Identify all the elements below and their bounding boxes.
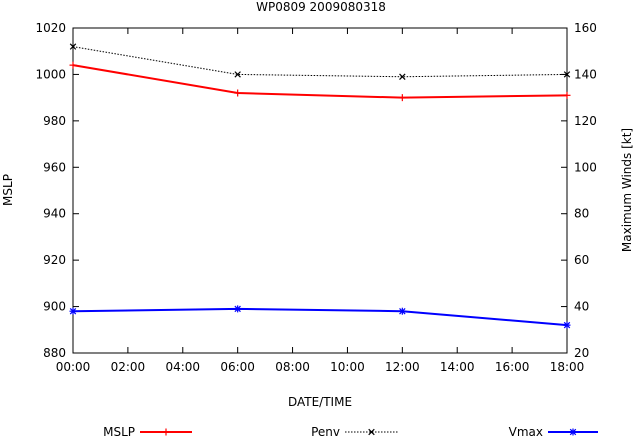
y2-tick-label: 160 — [574, 21, 597, 35]
y-tick-label: 1000 — [35, 67, 66, 81]
series-line-mslp — [72, 64, 568, 99]
x-tick-label: 06:00 — [220, 360, 255, 374]
legend-marker — [368, 428, 375, 436]
chart-title: WP0809 2009080318 — [256, 0, 386, 14]
y2-tick-label: 80 — [574, 207, 589, 221]
legend-item-penv: Penv — [311, 425, 398, 437]
legend-marker — [162, 428, 170, 436]
data-point-mslp — [69, 61, 77, 69]
legend-item-mslp: MSLP — [103, 425, 192, 437]
y-tick-label: 980 — [43, 114, 66, 128]
y2-tick-label: 40 — [574, 300, 589, 314]
series-line-vmax — [72, 307, 568, 327]
data-point-mslp — [398, 94, 406, 102]
data-point-penv — [399, 73, 406, 80]
y2-tick-label: 20 — [574, 346, 589, 360]
series-penv — [69, 43, 571, 80]
plot-area: 880 900 920 940 960 980 1000 1020 20 40 60 80 100 120… — [35, 21, 596, 374]
x-tick-label: 02:00 — [111, 360, 146, 374]
x-tick-label: 08:00 — [275, 360, 310, 374]
legend-label: Penv — [311, 425, 340, 437]
data-point-vmax — [563, 321, 571, 329]
data-point-penv — [69, 43, 77, 50]
data-point-mslp — [563, 91, 571, 99]
data-point-vmax — [69, 307, 77, 315]
plot-frame — [72, 27, 568, 354]
legend-item-vmax: Vmax — [509, 425, 598, 437]
legend: MSLP Penv Vmax — [103, 425, 598, 437]
data-point-vmax — [398, 307, 406, 315]
data-point-vmax — [234, 305, 242, 313]
series-line-penv — [72, 46, 568, 78]
y2-tick-label: 60 — [574, 253, 589, 267]
x-tick-label: 10:00 — [330, 360, 365, 374]
y2-tick-label: 120 — [574, 114, 597, 128]
series-vmax — [69, 305, 571, 329]
y-axis-label: MSLP — [1, 174, 15, 206]
y2-tick-label: 100 — [574, 160, 597, 174]
x-tick-label: 04:00 — [165, 360, 200, 374]
x-tick-label: 16:00 — [495, 360, 530, 374]
series-mslp — [69, 61, 571, 102]
x-axis-label: DATE/TIME — [288, 395, 352, 409]
legend-label: Vmax — [509, 425, 543, 437]
y-tick-label: 920 — [43, 253, 66, 267]
y-tick-label: 900 — [43, 300, 66, 314]
y-tick-label: 940 — [43, 207, 66, 221]
data-point-mslp — [234, 89, 242, 97]
y-tick-label: 960 — [43, 160, 66, 174]
x-tick-label: 00:00 — [56, 360, 91, 374]
y-tick-label: 1020 — [35, 21, 66, 35]
x-tick-label: 12:00 — [385, 360, 420, 374]
legend-marker — [569, 428, 577, 436]
y2-axis-label: Maximum Winds [kt] — [620, 128, 634, 252]
y2-tick-label: 140 — [574, 67, 597, 81]
data-point-penv — [563, 71, 571, 78]
x-tick-label: 14:00 — [440, 360, 475, 374]
x-tick-label: 18:00 — [550, 360, 585, 374]
data-point-penv — [234, 71, 241, 78]
legend-label: MSLP — [103, 425, 135, 437]
y-tick-label: 880 — [43, 346, 66, 360]
